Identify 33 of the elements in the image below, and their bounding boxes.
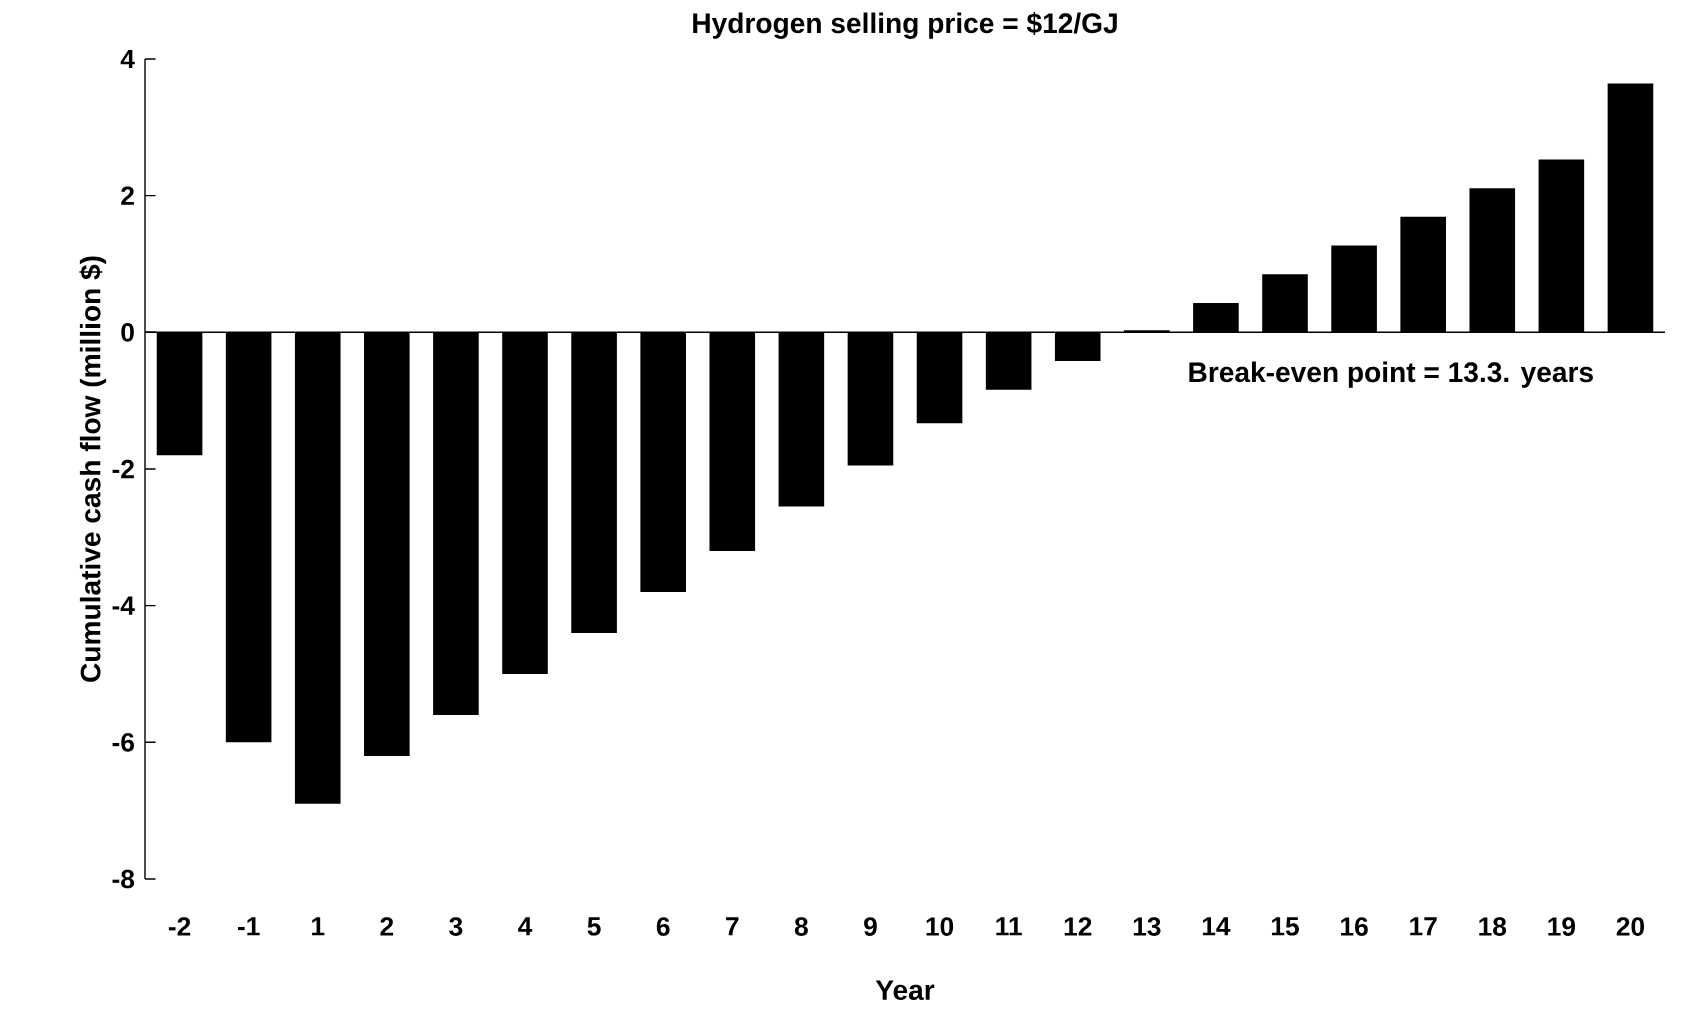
x-tick-label: 14 xyxy=(1202,917,1231,936)
y-axis-title: Cumulative cash flow (million $) xyxy=(79,256,107,682)
x-tick-label: 19 xyxy=(1548,917,1576,936)
x-tick-label: 6 xyxy=(656,917,670,936)
x-tick-label: 12 xyxy=(1064,917,1092,936)
y-tick-label: 4 xyxy=(120,49,135,69)
x-axis-title: Year xyxy=(875,980,935,1001)
annotation: Break-even point = 13.3. years xyxy=(1189,361,1593,388)
x-tick-label: 2 xyxy=(380,917,394,936)
x-tick-label: 13 xyxy=(1133,917,1161,936)
y-tick-label: -8 xyxy=(112,869,135,889)
x-tick-label: 1 xyxy=(312,917,325,936)
x-tick-label: 17 xyxy=(1410,917,1437,936)
x-tick-label: -1 xyxy=(237,917,260,936)
x-tick-label: 7 xyxy=(726,917,739,936)
y-tick-label: -6 xyxy=(112,732,134,752)
x-tick-label: 20 xyxy=(1616,917,1645,936)
x-tick-label: 15 xyxy=(1271,917,1299,936)
y-tick-label: 0 xyxy=(121,322,134,342)
x-tick-label: 16 xyxy=(1341,917,1368,936)
chart-title: Hydrogen selling price = $12/GJ xyxy=(693,12,1117,39)
x-tick-label: 8 xyxy=(794,917,808,936)
x-tick-label: 10 xyxy=(926,917,954,936)
x-tick-label: 11 xyxy=(996,917,1022,936)
x-tick-label: 18 xyxy=(1479,917,1507,936)
x-tick-label: 5 xyxy=(587,917,601,936)
y-tick-label: -2 xyxy=(112,459,134,479)
y-tick-label: -4 xyxy=(112,596,135,615)
x-tick-label: 3 xyxy=(449,917,463,936)
x-tick-label: 9 xyxy=(864,917,877,936)
x-tick-label: 4 xyxy=(518,917,533,936)
y-tick-label: 2 xyxy=(121,186,134,205)
x-tick-label: -2 xyxy=(168,917,191,936)
